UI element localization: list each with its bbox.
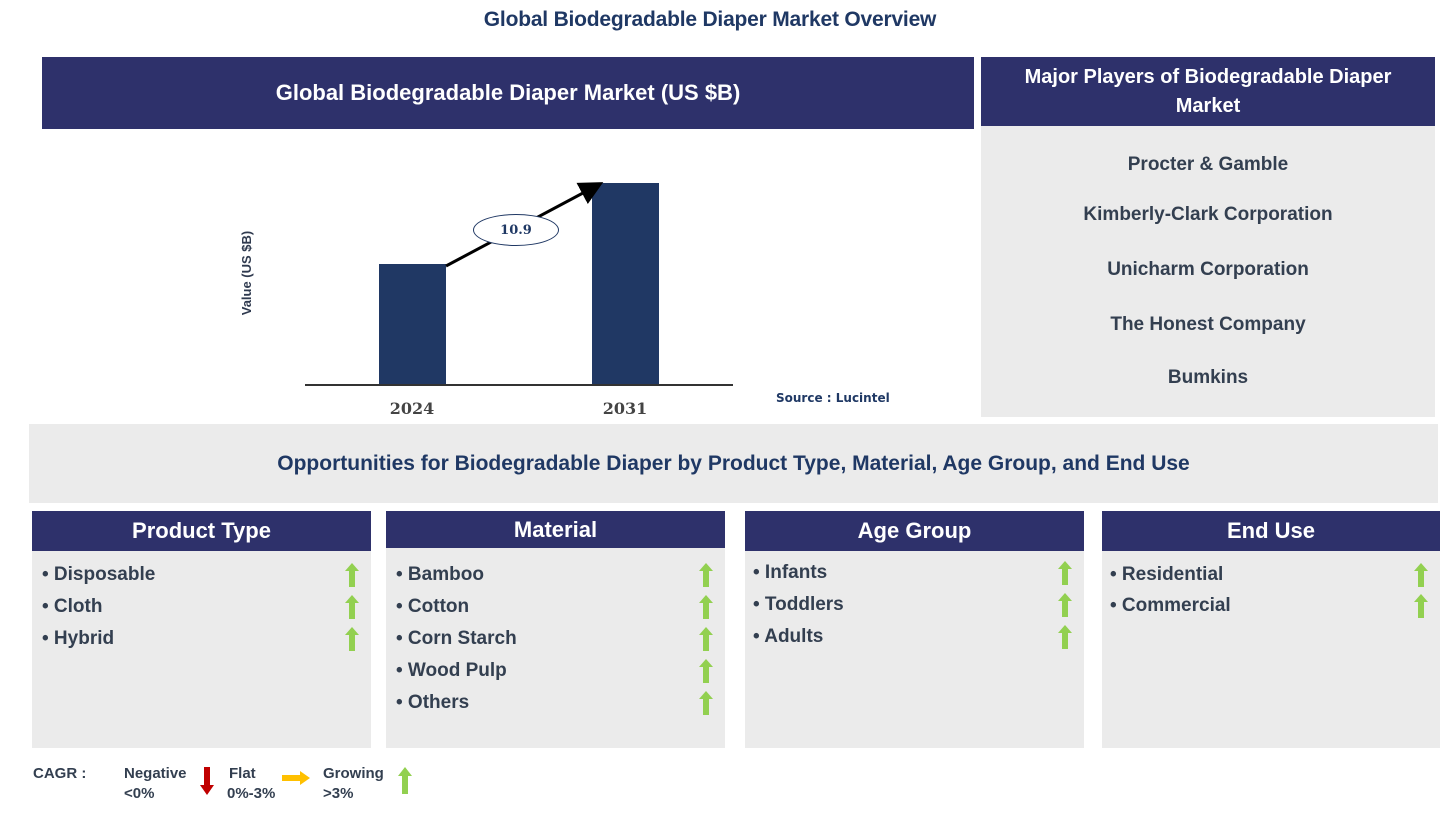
segment-header: Material (386, 511, 725, 548)
page-title: Global Biodegradable Diaper Market Overv… (483, 8, 937, 31)
segment-item: • Infants (753, 559, 1072, 587)
major-players-list: Procter & Gamble Kimberly-Clark Corporat… (981, 126, 1435, 417)
up-arrow-icon (699, 691, 713, 715)
up-arrow-icon (699, 659, 713, 683)
x-tick-2024: 2024 (389, 399, 435, 418)
up-arrow-icon (699, 595, 713, 619)
segment-item: • Wood Pulp (396, 657, 713, 685)
legend-negative-name: Negative (124, 765, 187, 782)
player-item: Kimberly-Clark Corporation (1083, 204, 1333, 225)
cagr-oval: 10.9 (473, 214, 559, 246)
segment-header: Age Group (745, 511, 1084, 551)
player-item: Bumkins (1167, 367, 1249, 388)
up-arrow-icon (1058, 593, 1072, 617)
segment-header: Product Type (32, 511, 371, 551)
segment-panel-material: Material • Bamboo • Cotton • Corn Starch… (386, 511, 725, 748)
up-arrow-icon (398, 767, 412, 794)
market-chart-header: Global Biodegradable Diaper Market (US $… (42, 57, 974, 129)
segment-header: End Use (1102, 511, 1440, 551)
major-players-header: Major Players of Biodegradable Diaper Ma… (981, 57, 1435, 126)
up-arrow-icon (1414, 594, 1428, 618)
segment-panel-product-type: Product Type • Disposable • Cloth • Hybr… (32, 511, 371, 748)
source-label: Source : Lucintel (776, 391, 890, 405)
segment-item: • Others (396, 689, 713, 717)
up-arrow-icon (1414, 563, 1428, 587)
legend-flat-range: 0%-3% (227, 785, 276, 802)
segment-panel-age-group: Age Group • Infants • Toddlers • Adults (745, 511, 1084, 748)
up-arrow-icon (1058, 561, 1072, 585)
up-arrow-icon (345, 595, 359, 619)
segment-item: • Corn Starch (396, 625, 713, 653)
bar-2031 (592, 183, 659, 385)
x-axis-line (305, 384, 733, 386)
legend-growing-range: >3% (323, 785, 354, 802)
x-tick-2031: 2031 (602, 399, 648, 418)
segment-item: • Residential (1110, 561, 1428, 589)
up-arrow-icon (699, 563, 713, 587)
legend-label: CAGR : (33, 765, 87, 782)
segment-item: • Disposable (42, 561, 359, 589)
segment-item: • Cotton (396, 593, 713, 621)
player-item: Unicharm Corporation (1107, 259, 1309, 280)
segment-item: • Adults (753, 623, 1072, 651)
segment-item: • Commercial (1110, 592, 1428, 620)
segment-item: • Bamboo (396, 561, 713, 589)
legend-negative-range: <0% (124, 785, 155, 802)
down-arrow-icon (200, 767, 214, 795)
up-arrow-icon (1058, 625, 1072, 649)
right-arrow-icon (282, 771, 310, 785)
opportunities-title: Opportunities for Biodegradable Diaper b… (29, 424, 1438, 503)
up-arrow-icon (345, 563, 359, 587)
player-item: The Honest Company (1110, 314, 1306, 335)
segment-panel-end-use: End Use • Residential • Commercial (1102, 511, 1440, 748)
segment-item: • Hybrid (42, 625, 359, 653)
up-arrow-icon (699, 627, 713, 651)
segment-item: • Cloth (42, 593, 359, 621)
up-arrow-icon (345, 627, 359, 651)
bar-2024 (379, 264, 446, 385)
legend-growing-name: Growing (323, 765, 384, 782)
segment-item: • Toddlers (753, 591, 1072, 619)
legend-flat-name: Flat (229, 765, 256, 782)
player-item: Procter & Gamble (1127, 154, 1289, 175)
y-axis-label: Value (US $B) (239, 230, 254, 316)
